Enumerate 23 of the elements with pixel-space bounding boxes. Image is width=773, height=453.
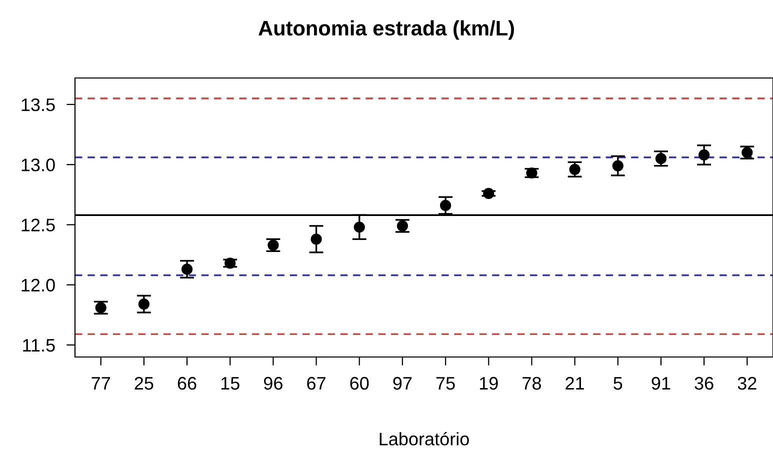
x-tick-label: 96 (264, 376, 282, 390)
x-tick-label: 21 (566, 376, 584, 390)
x-tick-label: 66 (178, 376, 196, 390)
x-tick-label: 91 (652, 376, 670, 390)
x-tick-label: 19 (480, 376, 498, 390)
y-tick-label: 13.5 (22, 98, 55, 112)
x-tick-label: 15 (221, 377, 240, 390)
x-tick-label: 67 (307, 376, 326, 390)
y-tick-label: 12.0 (22, 278, 55, 292)
y-tick-label: 12.5 (22, 218, 55, 232)
x-tick-label: 5 (614, 377, 622, 390)
x-tick-label: 97 (393, 376, 412, 390)
x-tick-label: 78 (522, 376, 541, 390)
y-tick-label: 11.5 (23, 339, 55, 352)
y-tick-label: 13.0 (22, 158, 55, 172)
x-tick-label: 32 (738, 376, 756, 390)
x-tick-label: 77 (92, 377, 110, 390)
x-tick-label: 60 (350, 376, 369, 390)
x-tick-label: 36 (694, 376, 714, 390)
x-tick-label: 25 (134, 376, 154, 390)
chart-title: Autonomia estrada (km/L) (258, 20, 514, 40)
x-tick-label: 75 (436, 377, 455, 390)
x-axis-title: Laboratório (380, 432, 469, 446)
